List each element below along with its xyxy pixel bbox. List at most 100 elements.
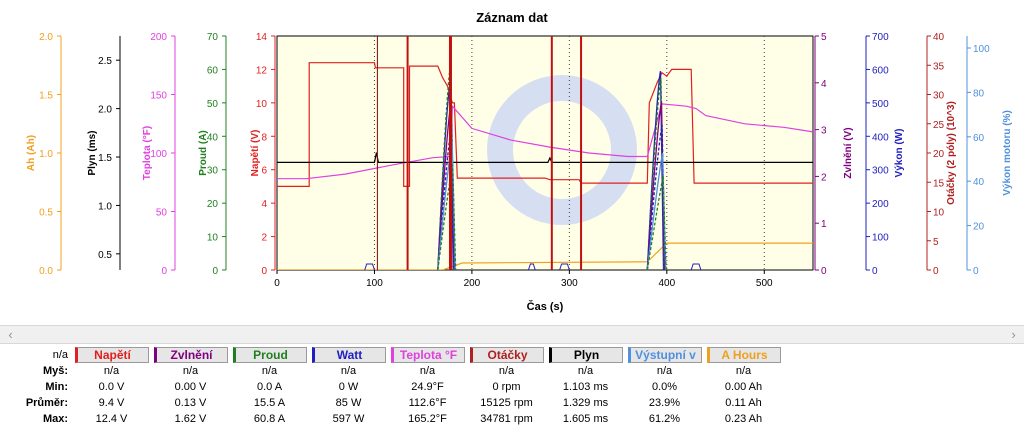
stats-value: n/a	[103, 365, 120, 377]
stats-value: 0.11 Ah	[725, 397, 762, 409]
stats-row-avg: Průměr: 9.4 V 0.13 V 15.5 A 85 W 112.6°F 15125…	[24, 395, 783, 411]
stats-column-header[interactable]: Watt	[309, 347, 388, 363]
stats-value: 15.5 A	[253, 397, 286, 409]
right-tick-label: 200	[872, 199, 889, 210]
left-tick-label: 150	[150, 91, 167, 102]
stats-column-header[interactable]: Proud	[230, 347, 309, 363]
right-axis-label: Otáčky (2 póly) (10^3)	[946, 101, 957, 205]
left-tick-label: 1.0	[98, 201, 112, 212]
stats-value: 61.2%	[648, 413, 681, 425]
burst-peak-line	[646, 101, 666, 271]
right-tick-label: 0	[933, 266, 939, 277]
stats-header-row: n/a Napětí Zvlnění Proud Watt Teplota °F Otáčk…	[24, 347, 783, 363]
channel-header-button[interactable]: A Hours	[706, 347, 781, 363]
series-blip	[364, 263, 375, 271]
scroll-left-arrow-icon[interactable]: ‹	[8, 327, 13, 342]
stats-value: 85 W	[335, 397, 362, 409]
stats-value: 0.00 Ah	[724, 381, 763, 393]
x-tick-label: 100	[366, 278, 383, 289]
stats-column-header[interactable]: Výstupní v	[625, 347, 704, 363]
stats-value: 0.0%	[651, 381, 678, 393]
stats-column-header[interactable]: Zvlnění	[151, 347, 230, 363]
stats-value: 1.605 ms	[562, 413, 609, 425]
right-tick-label: 4	[821, 79, 827, 90]
right-axis-label: Výkon (W)	[894, 129, 905, 178]
channel-header-button[interactable]: Teplota °F	[390, 347, 465, 363]
left-tick-label: 14	[256, 32, 268, 43]
series-line	[277, 242, 813, 270]
right-tick-label: 400	[872, 132, 889, 143]
channel-header-button[interactable]: Zvlnění	[153, 347, 228, 363]
stats-value: 12.4 V	[95, 413, 128, 425]
x-tick-label: 400	[658, 278, 675, 289]
right-tick-label: 35	[933, 61, 945, 72]
channel-header-button[interactable]: Výstupní v	[627, 347, 702, 363]
burst-peak-line	[646, 70, 665, 271]
left-tick-label: 20	[207, 199, 219, 210]
left-tick-label: 6	[261, 166, 267, 177]
right-tick-label: 80	[973, 88, 985, 99]
burst-peak-line	[646, 152, 667, 271]
left-tick-label: 0	[261, 266, 267, 277]
right-tick-label: 0	[973, 266, 979, 277]
stats-value: 597 W	[332, 413, 365, 425]
channel-header-button[interactable]: Napětí	[74, 347, 149, 363]
x-tick-label: 0	[274, 278, 280, 289]
right-tick-label: 0	[821, 266, 827, 277]
right-tick-label: 100	[973, 44, 990, 55]
left-axis-label: Proud (A)	[198, 130, 209, 176]
chart-title: Záznam dat	[476, 10, 548, 25]
stats-value: n/a	[261, 365, 278, 377]
right-tick-label: 3	[821, 126, 827, 137]
stats-value: 112.6°F	[408, 397, 447, 409]
left-tick-label: 0	[161, 266, 167, 277]
stats-value: n/a	[419, 365, 436, 377]
stats-column-header[interactable]: Teplota °F	[388, 347, 467, 363]
right-tick-label: 600	[872, 65, 889, 76]
burst-peak-line	[646, 176, 667, 271]
left-tick-label: 2.5	[98, 56, 112, 67]
stats-column-header[interactable]: Otáčky	[467, 347, 546, 363]
channel-header-button[interactable]: Watt	[311, 347, 386, 363]
left-tick-label: 2.0	[39, 32, 53, 43]
left-tick-label: 100	[150, 149, 167, 160]
left-axis-label: Napětí (V)	[250, 130, 261, 177]
watermark-logo-icon	[487, 75, 637, 225]
stats-value: 1.62 V	[174, 413, 207, 425]
left-tick-label: 1.0	[39, 149, 53, 160]
left-axis-label: Ah (Ah)	[26, 135, 37, 171]
left-tick-label: 0	[212, 266, 218, 277]
stats-column-header[interactable]: A Hours	[704, 347, 783, 363]
stats-value: n/a	[656, 365, 673, 377]
channel-header-button[interactable]: Otáčky	[469, 347, 544, 363]
right-tick-label: 40	[973, 177, 985, 188]
left-tick-label: 4	[261, 199, 267, 210]
right-tick-label: 15	[933, 178, 945, 189]
left-tick-label: 50	[156, 208, 168, 219]
scroll-right-arrow-icon[interactable]: ›	[1011, 327, 1016, 342]
stats-value: 1.103 ms	[562, 381, 609, 393]
left-tick-label: 2.0	[98, 105, 112, 116]
left-tick-label: 200	[150, 32, 167, 43]
x-axis-label: Čas (s)	[527, 300, 564, 313]
horizontal-scrollbar[interactable]: ‹ ›	[0, 325, 1024, 344]
burst-peak-line	[437, 164, 457, 271]
stats-header-label: n/a	[52, 349, 68, 361]
right-tick-label: 30	[933, 91, 945, 102]
left-tick-label: 60	[207, 65, 219, 76]
left-tick-label: 0.5	[39, 208, 53, 219]
channel-header-button[interactable]: Proud	[232, 347, 307, 363]
right-tick-label: 60	[973, 133, 985, 144]
right-tick-label: 20	[933, 149, 945, 160]
stats-row-max: Max: 12.4 V 1.62 V 60.8 A 597 W 165.2°F 34781 …	[24, 411, 783, 427]
stats-value: 1.329 ms	[562, 397, 609, 409]
stats-value: 0.13 V	[174, 397, 207, 409]
left-tick-label: 1.5	[98, 153, 112, 164]
stats-value: n/a	[182, 365, 199, 377]
right-tick-label: 10	[933, 208, 945, 219]
stats-value: 60.8 A	[253, 413, 286, 425]
stats-value: 15125 rpm	[480, 397, 533, 409]
stats-column-header[interactable]: Plyn	[546, 347, 625, 363]
stats-column-header[interactable]: Napětí	[72, 347, 151, 363]
channel-header-button[interactable]: Plyn	[548, 347, 623, 363]
